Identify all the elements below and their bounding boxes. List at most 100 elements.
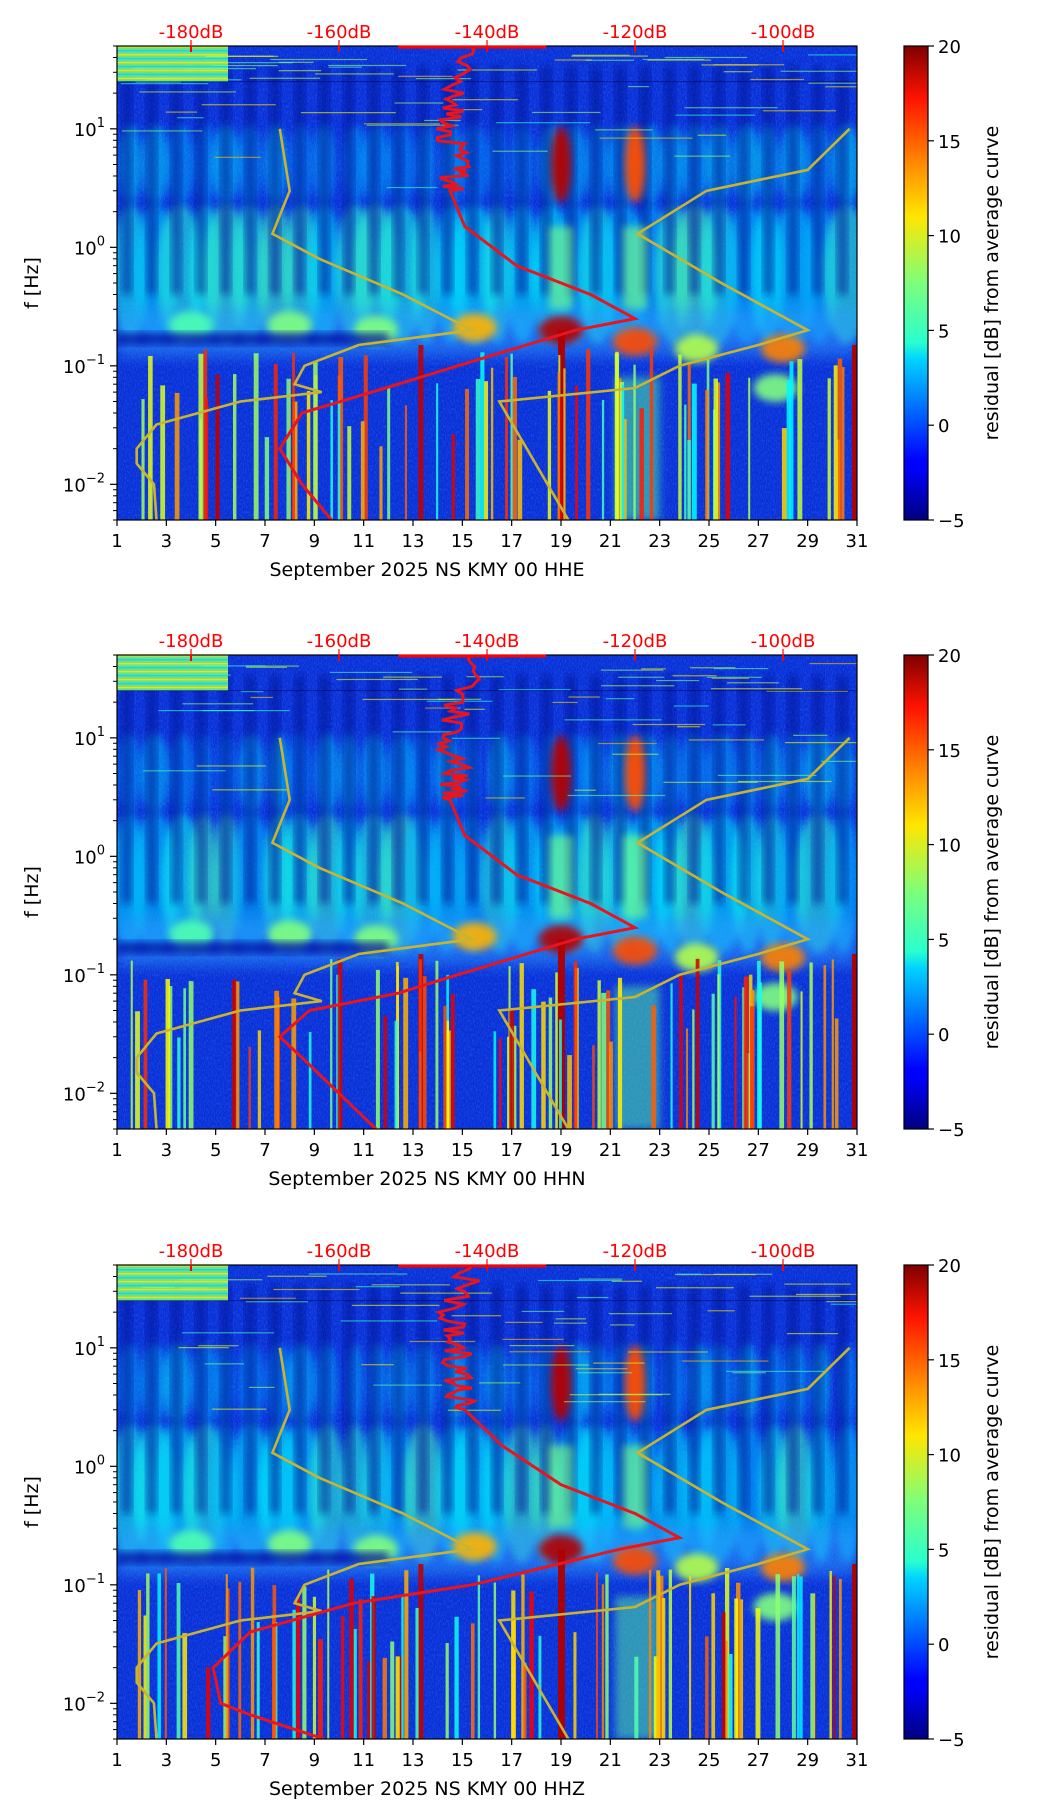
x-tick-label: 23 [648, 531, 671, 552]
x-tick-label: 25 [698, 1750, 721, 1771]
x-tick-label: 17 [500, 531, 523, 552]
x-tick-label: 19 [550, 1140, 573, 1161]
y-tick-label: 10−1 [63, 353, 105, 378]
y-tick-label: 10−1 [63, 1572, 105, 1597]
spectrogram-panel-1: 1 3 5 7 9 11 13 15 17 19 21 23 25 27 29 31-180dB -160dB -… [21, 22, 1003, 581]
x-tick-label: 21 [599, 1750, 622, 1771]
x-tick-label: 5 [210, 531, 221, 552]
x-tick-label: 7 [259, 1750, 270, 1771]
x-tick-label: 23 [648, 1750, 671, 1771]
x-tick-label: 21 [599, 1140, 622, 1161]
x-tick-label: 23 [648, 1140, 671, 1161]
colorbar-tick-label: −5 [938, 1120, 965, 1141]
x-tick-label: 1 [111, 1750, 122, 1771]
top-db-tick-label: -160dB [307, 22, 372, 43]
colorbar-tick-label: 0 [938, 1025, 949, 1046]
x-tick-label: 13 [402, 531, 425, 552]
x-tick-label: 19 [550, 531, 573, 552]
colorbar-tick-label: 20 [938, 646, 961, 667]
top-db-tick-label: -160dB [307, 1241, 372, 1262]
x-tick-label: 27 [747, 531, 770, 552]
colorbar-label: residual [dB] from average curve [981, 1345, 1003, 1660]
x-tick-label: 21 [599, 531, 622, 552]
colorbar-tick-label: 20 [938, 37, 961, 58]
colorbar-tick-label: 5 [938, 1540, 949, 1561]
spectrogram-panel-3: 1 3 5 7 9 11 13 15 17 19 21 23 25 27 29 31-180dB -160dB -… [21, 1241, 1003, 1800]
average-psd-line [211, 1265, 684, 1739]
colorbar-tick-label: 10 [938, 1446, 961, 1467]
x-tick-label: 9 [309, 531, 320, 552]
x-tick-label: 17 [500, 1750, 523, 1771]
noise-model-right-line [497, 127, 851, 520]
colorbar-tick-label: −5 [938, 511, 965, 532]
x-tick-label: 31 [846, 531, 869, 552]
x-tick-label: 25 [698, 531, 721, 552]
x-tick-label: 29 [796, 1140, 819, 1161]
colorbar-label: residual [dB] from average curve [981, 735, 1003, 1050]
x-tick-label: 5 [210, 1140, 221, 1161]
noise-model-left-line [135, 128, 477, 520]
noise-model-right-line [497, 736, 851, 1129]
colorbar-label: residual [dB] from average curve [981, 126, 1003, 441]
average-psd-line [277, 655, 640, 1129]
y-tick-label: 10−2 [63, 1690, 105, 1715]
y-tick-label: 101 [74, 116, 105, 141]
x-tick-label: 3 [161, 531, 172, 552]
x-tick-label: 31 [846, 1750, 869, 1771]
y-tick-label: 10−1 [63, 962, 105, 987]
x-tick-label: 3 [161, 1140, 172, 1161]
x-tick-label: 11 [352, 531, 375, 552]
x-tick-label: 27 [747, 1140, 770, 1161]
y-tick-label: 100 [74, 1453, 105, 1478]
y-axis-label: f [Hz] [21, 866, 43, 918]
x-tick-label: 11 [352, 1140, 375, 1161]
x-tick-label: 15 [451, 1750, 474, 1771]
y-tick-label: 10−2 [63, 1080, 105, 1105]
x-tick-label: 27 [747, 1750, 770, 1771]
y-tick-label: 100 [74, 234, 105, 259]
spectrogram-panel-2: 1 3 5 7 9 11 13 15 17 19 21 23 25 27 29 31-180dB -160dB -… [21, 631, 1003, 1190]
colorbar-tick-label: 5 [938, 930, 949, 951]
x-tick-label: 5 [210, 1750, 221, 1771]
y-axis-label: f [Hz] [21, 257, 43, 309]
colorbar-tick-label: 0 [938, 416, 949, 437]
colorbar-tick-label: 5 [938, 321, 949, 342]
x-tick-label: 25 [698, 1140, 721, 1161]
x-tick-label: 29 [796, 1750, 819, 1771]
colorbar-tick-label: 10 [938, 836, 961, 857]
colorbar-tick-label: 15 [938, 741, 961, 762]
top-db-tick-label: -180dB [159, 22, 224, 43]
spectrogram-image [117, 655, 857, 1129]
top-db-tick-label: -160dB [307, 631, 372, 652]
x-tick-label: 9 [309, 1750, 320, 1771]
top-db-tick-label: -180dB [159, 631, 224, 652]
top-db-tick-label: -180dB [159, 1241, 224, 1262]
noise-model-right-line [497, 1346, 851, 1739]
colorbar: 20 15 10 5 0 −5 residual [dB] from average cur… [903, 1256, 1003, 1751]
spectrogram-image [117, 1265, 857, 1739]
x-tick-label: 13 [402, 1140, 425, 1161]
colorbar-tick-label: 0 [938, 1635, 949, 1656]
colorbar: 20 15 10 5 0 −5 residual [dB] from average cur… [903, 37, 1003, 532]
colorbar-tick-label: 15 [938, 1351, 961, 1372]
average-psd-line [278, 46, 640, 520]
top-db-tick-label: -100dB [751, 22, 816, 43]
top-db-tick-label: -120dB [603, 631, 668, 652]
x-tick-label: 17 [500, 1140, 523, 1161]
x-tick-label: 29 [796, 531, 819, 552]
x-axis-label: September 2025 NS KMY 00 HHE [269, 559, 584, 581]
y-tick-label: 100 [74, 843, 105, 868]
top-db-tick-label: -140dB [455, 22, 520, 43]
x-axis-label: September 2025 NS KMY 00 HHZ [269, 1778, 585, 1800]
colorbar-tick-label: 10 [938, 227, 961, 248]
spectrogram-image [117, 46, 857, 520]
x-tick-label: 3 [161, 1750, 172, 1771]
top-db-tick-label: -140dB [455, 631, 520, 652]
top-db-tick-label: -120dB [603, 1241, 668, 1262]
colorbar-tick-label: 15 [938, 132, 961, 153]
y-tick-label: 101 [74, 1335, 105, 1360]
top-db-tick-label: -120dB [603, 22, 668, 43]
x-tick-label: 7 [259, 1140, 270, 1161]
y-tick-label: 101 [74, 725, 105, 750]
